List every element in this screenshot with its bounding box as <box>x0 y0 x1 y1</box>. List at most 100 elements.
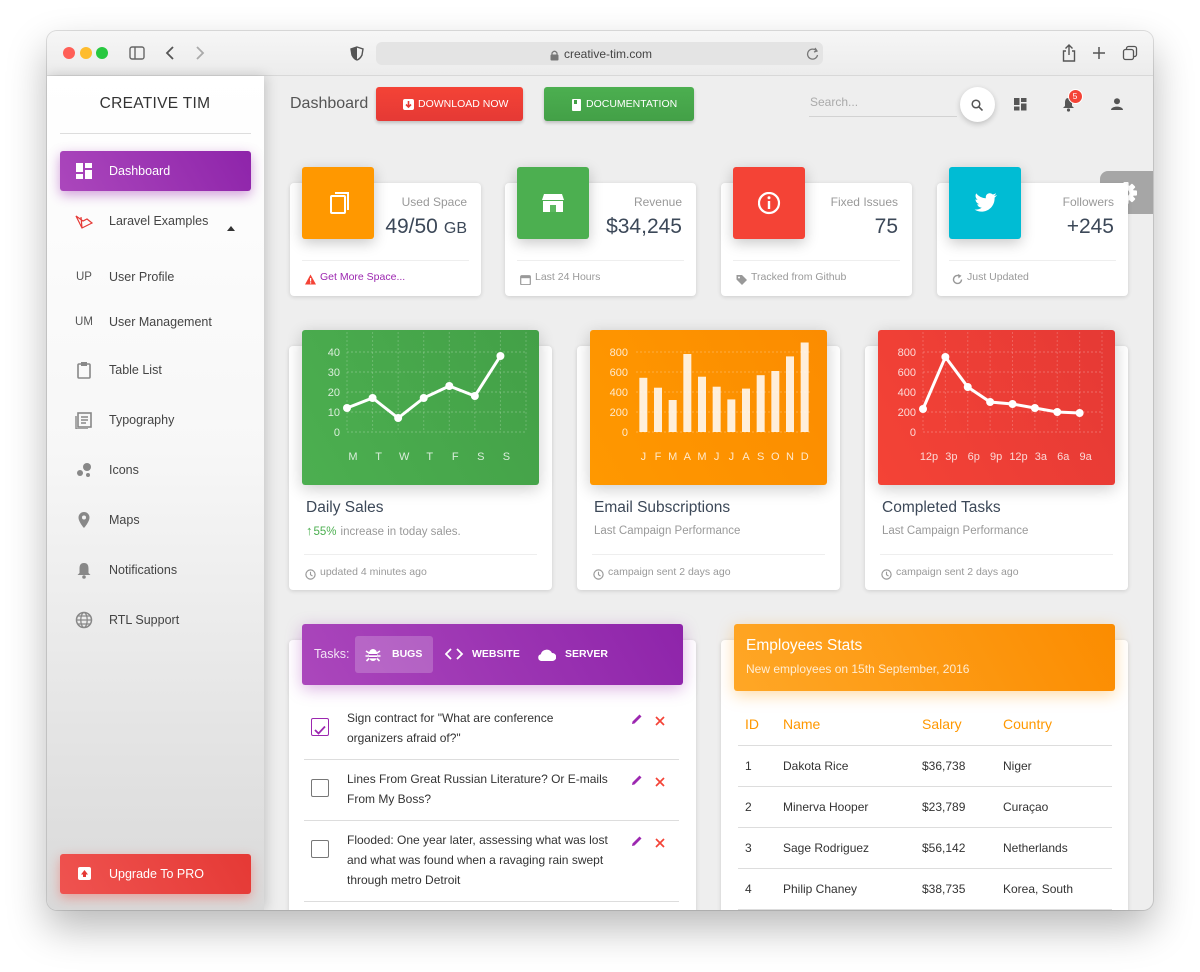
stat-footer-icon-svg <box>952 274 963 285</box>
bar <box>654 387 662 432</box>
y-tick-label: 20 <box>328 387 340 399</box>
x-tick-label: A <box>742 451 750 463</box>
delete-button-svg <box>655 838 665 848</box>
search-icon-svg <box>971 99 984 112</box>
table-cell: 3 <box>745 841 752 855</box>
browser-window: creative-tim.com CREATIVE TIM Dashboard Lar… <box>47 31 1153 910</box>
stat-value-group: $34,245 <box>182 214 682 240</box>
x-tick-label: W <box>399 451 410 463</box>
x-tick-label: M <box>348 451 357 463</box>
search-placeholder: Search... <box>810 95 859 109</box>
table-cell: 1 <box>745 759 752 773</box>
stat-icon-svg <box>757 191 781 215</box>
edit-button-svg <box>632 836 642 846</box>
stat-icon-svg <box>974 193 997 212</box>
back-button-svg <box>165 46 174 60</box>
sidebar-toggle <box>129 46 145 60</box>
nav-item-label: User Profile <box>109 270 175 284</box>
chart-subtitle: increase in today sales. <box>340 526 461 538</box>
stat-value: 49/50 <box>385 215 438 238</box>
task-divider <box>304 820 679 821</box>
chart-footer-icon-svg <box>593 569 604 580</box>
shield-icon <box>350 46 364 61</box>
chart-footer: updated 4 minutes ago <box>320 566 427 578</box>
chart-footer-icon-svg <box>881 569 892 580</box>
x-tick-label: 12p <box>1009 451 1027 463</box>
share-icon-svg <box>1062 44 1076 62</box>
chart-title: Completed Tasks <box>882 499 1001 516</box>
y-tick-label: 0 <box>334 427 340 439</box>
nav-item-icon <box>75 162 93 180</box>
table-cell: Curaçao <box>1003 800 1049 814</box>
nav-item-icon-svg <box>75 611 93 629</box>
chart-title: Email Subscriptions <box>594 499 731 516</box>
point <box>343 404 351 412</box>
bar <box>727 399 736 432</box>
bar <box>786 356 794 432</box>
share-icon <box>1062 44 1076 62</box>
point <box>1053 408 1062 416</box>
x-tick-label: J <box>641 451 647 463</box>
x-tick-label: J <box>729 451 735 463</box>
employees-title: Employees Stats <box>746 637 863 654</box>
sidebar <box>47 76 264 910</box>
point <box>1008 400 1017 408</box>
chart-subtitle: Last Campaign Performance <box>882 525 1029 537</box>
shield-icon-svg <box>350 46 364 61</box>
stat-unit: GB <box>443 220 467 237</box>
bar <box>800 342 809 432</box>
trend-arrow: ↑ <box>306 523 313 538</box>
y-tick-label: 400 <box>610 387 628 399</box>
nav-button <box>376 87 523 121</box>
tabs-icon <box>1122 45 1138 61</box>
chart-divider <box>304 554 537 555</box>
table-cell: 2 <box>745 800 752 814</box>
page-title: Dashboard <box>290 95 369 112</box>
chart-footer-icon-svg <box>305 569 316 580</box>
stat-icon <box>974 192 997 215</box>
sidebar-toggle-svg <box>129 46 145 60</box>
collapse-caret <box>227 218 235 231</box>
stat-value: 75 <box>874 215 898 238</box>
tab-icon <box>365 646 385 663</box>
task-text: Flooded: One year later, assessing what … <box>347 833 608 887</box>
point <box>941 353 950 361</box>
nav-item-icon-svg <box>78 512 90 528</box>
forward-button-svg <box>196 46 205 60</box>
tab-icon-svg <box>538 649 557 661</box>
point <box>919 405 927 413</box>
chart-subtitle: Last Campaign Performance <box>594 525 741 537</box>
x-tick-label: O <box>771 451 780 463</box>
tab-active <box>355 636 433 673</box>
window-button <box>80 47 92 59</box>
stat-icon <box>757 191 781 215</box>
x-tick-label: M <box>668 451 677 463</box>
tasks-card <box>289 640 696 910</box>
forward-button <box>194 45 206 61</box>
table-cell: 4 <box>745 882 752 896</box>
table-cell: Korea, South <box>1003 882 1074 896</box>
x-tick-label: S <box>477 451 484 463</box>
table-header: Country <box>1003 716 1053 732</box>
stat-icon-box <box>302 167 374 239</box>
nav-item-icon-svg <box>75 412 92 430</box>
edit-button-svg <box>632 714 642 724</box>
tab-icon <box>536 646 557 663</box>
table-row-divider <box>738 745 1112 746</box>
table-row-divider <box>738 868 1112 869</box>
nav-item-icon <box>75 611 93 629</box>
delete-button <box>655 835 665 848</box>
nav-item-icon <box>75 212 94 230</box>
bar <box>639 377 648 432</box>
table-cell: Philip Chaney <box>783 882 858 896</box>
x-tick-label: A <box>684 451 692 463</box>
back-button <box>164 45 176 61</box>
nav-button-icon-svg <box>403 99 414 110</box>
table-cell: Minerva Hooper <box>783 800 869 814</box>
chart-svg: 0 10 20 30 40 M T W T F S S <box>328 332 527 463</box>
nav-item-icon <box>75 411 93 430</box>
tasks-label: Tasks: <box>314 647 350 661</box>
point <box>470 392 479 400</box>
chart-footer-icon <box>881 567 892 580</box>
table-cell: $38,735 <box>922 882 966 896</box>
